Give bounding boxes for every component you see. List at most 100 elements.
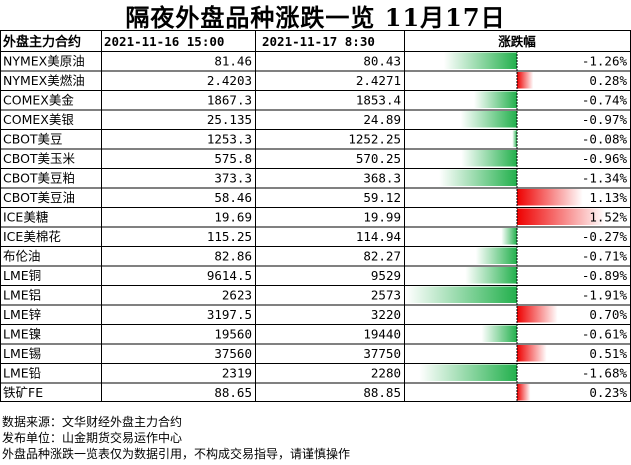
contract-name: COMEX美银 [3,112,74,127]
curr-price: 2280 [371,366,401,381]
prev-price: 2319 [222,366,252,381]
change-percent: -0.27% [582,229,628,244]
contract-name: COMEX美金 [3,93,74,108]
curr-price: 82.27 [363,249,401,264]
change-percent: 0.28% [589,73,627,88]
contract-name: CBOT美豆油 [3,190,75,205]
curr-price: 1252.25 [348,132,401,147]
contract-name: LME镍 [3,327,41,342]
prev-price: 81.46 [214,54,252,69]
prev-price: 1253.3 [207,132,252,147]
change-percent: -0.89% [582,268,628,283]
contract-name: LME铜 [3,268,41,283]
header-change: 涨跌幅 [498,34,536,49]
change-bar [443,52,517,69]
prev-price: 1867.3 [207,93,252,108]
curr-price: 59.12 [363,190,401,205]
change-bar [517,384,531,401]
change-percent: -0.71% [582,249,628,264]
prev-price: 115.25 [207,229,252,244]
prev-price: 575.8 [214,151,252,166]
contract-name: LME铅 [3,366,41,381]
curr-price: 1853.4 [356,93,401,108]
disclaimer-note: 外盘品种涨跌一览表仅为数据引用，不构成交易指导，请谨慎操作 [2,447,351,461]
change-bar [473,91,517,108]
change-bar [419,364,517,381]
curr-price: 368.3 [363,171,401,186]
prev-price: 2623 [222,288,252,303]
prev-price: 58.46 [214,190,252,205]
prev-price: 2.4203 [207,73,252,88]
change-bar [461,150,517,167]
publisher-note: 发布单位：山金期货交易运作中心 [2,431,183,445]
change-percent: -0.61% [582,327,628,342]
prev-price: 373.3 [214,171,252,186]
contract-name: CBOT美豆 [3,132,63,147]
change-bar [512,130,517,147]
prev-price: 3197.5 [207,307,252,322]
change-percent: 0.23% [589,385,627,400]
curr-price: 9529 [371,268,401,283]
change-bar [517,306,558,323]
prev-price: 88.65 [214,385,252,400]
prev-price: 9614.5 [207,268,252,283]
change-percent: -0.08% [582,132,628,147]
contract-name: ICE美棉花 [3,229,61,244]
change-bar [501,228,517,245]
contract-name: 布伦油 [3,249,41,264]
curr-price: 88.85 [363,385,401,400]
curr-price: 24.89 [363,112,401,127]
prev-price: 37560 [214,346,252,361]
header-curr-date: 2021-11-17 8:30 [262,34,375,49]
prev-price: 19560 [214,327,252,342]
curr-price: 19.99 [363,210,401,225]
curr-price: 2.4271 [356,73,401,88]
change-percent: -0.97% [582,112,628,127]
contract-name: CBOT美玉米 [3,151,76,166]
change-bar [481,325,517,342]
change-percent: -0.96% [582,151,628,166]
contract-name: NYMEX美原油 [3,54,85,69]
curr-price: 19440 [363,327,401,342]
contract-name: LME铝 [3,288,41,303]
change-bar [439,169,517,186]
contract-name: ICE美糖 [3,210,49,225]
curr-price: 3220 [371,307,401,322]
header-contract: 外盘主力合约 [2,34,81,50]
change-bar [517,189,583,206]
prev-price: 82.86 [214,249,252,264]
change-percent: 1.52% [589,210,627,225]
contract-name: LME锡 [3,346,41,361]
change-percent: -1.68% [582,366,628,381]
change-bar [406,286,517,303]
prev-price: 25.135 [207,112,252,127]
header-prev-date: 2021-11-16 15:00 [104,34,224,49]
contract-name: CBOT美豆粕 [3,171,75,186]
page-title: 隔夜外盘品种涨跌一览 11月17日 [125,2,506,32]
data-source-note: 数据来源：文华财经外盘主力合约 [2,415,183,429]
change-bar [517,72,534,89]
curr-price: 2573 [371,288,401,303]
footnotes: 数据来源：文华财经外盘主力合约 发布单位：山金期货交易运作中心 外盘品种涨跌一览… [2,414,350,462]
change-percent: 0.51% [589,346,627,361]
change-bar [460,111,517,128]
change-percent: -1.26% [582,54,628,69]
contract-name: NYMEX美燃油 [3,73,85,88]
contract-name: LME锌 [3,307,41,322]
curr-price: 570.25 [356,151,401,166]
prev-price: 19.69 [214,210,252,225]
curr-price: 114.94 [356,229,401,244]
change-percent: 1.13% [589,190,627,205]
change-percent: -0.74% [582,93,628,108]
change-bar [517,345,547,362]
change-table: 外盘主力合约 2021-11-16 15:00 2021-11-17 8:30 涨跌幅… [0,30,631,402]
contract-name: 铁矿FE [3,385,43,400]
change-percent: -1.34% [582,171,628,186]
change-percent: 0.70% [589,307,627,322]
curr-price: 37750 [363,346,401,361]
curr-price: 80.43 [363,54,401,69]
change-bar [475,247,517,264]
change-bar [465,267,517,284]
change-bar [517,208,606,225]
change-percent: -1.91% [582,288,628,303]
